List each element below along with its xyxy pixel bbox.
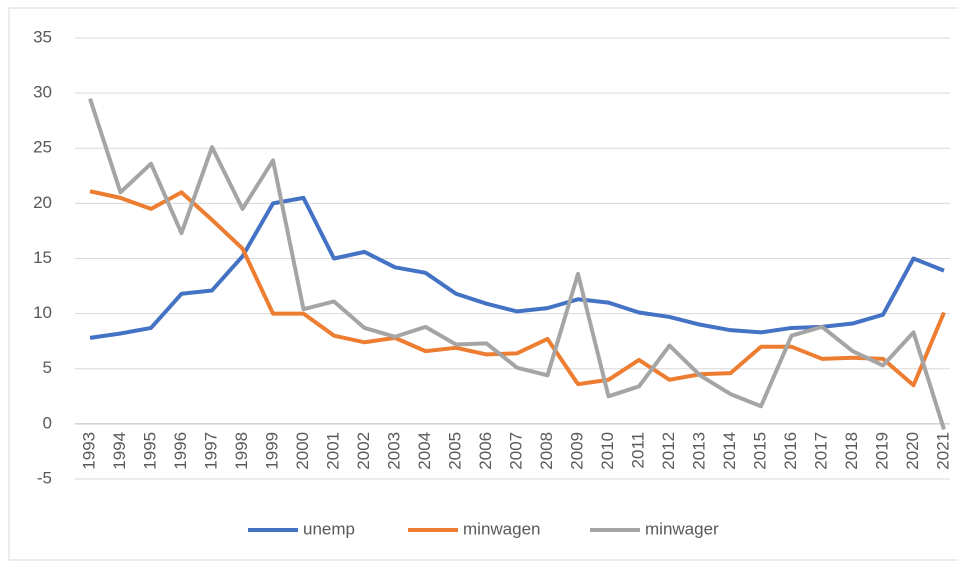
x-tick-label: 1995 xyxy=(140,432,159,470)
x-tick-label: 2002 xyxy=(354,432,373,470)
x-tick-label: 2013 xyxy=(689,432,708,470)
x-tick-label: 1993 xyxy=(79,432,98,470)
y-tick-label: 35 xyxy=(33,27,52,46)
x-tick-label: 2010 xyxy=(598,432,617,470)
legend-label: unemp xyxy=(303,519,355,538)
x-tick-label: 2019 xyxy=(872,432,891,470)
x-tick-label: 2009 xyxy=(567,432,586,470)
x-tick-label: 1997 xyxy=(201,432,220,470)
x-tick-label: 2020 xyxy=(903,432,922,470)
y-tick-label: 20 xyxy=(33,193,52,212)
y-tick-label: 30 xyxy=(33,83,52,102)
x-tick-label: 2007 xyxy=(506,432,525,470)
x-tick-label: 2018 xyxy=(842,432,861,470)
x-tick-label: 2012 xyxy=(659,432,678,470)
x-tick-label: 2003 xyxy=(384,432,403,470)
x-tick-label: 2001 xyxy=(323,432,342,470)
x-tick-label: 2021 xyxy=(933,432,952,470)
chart-frame xyxy=(8,7,958,561)
x-tick-label: 2016 xyxy=(781,432,800,470)
x-tick-label: 2015 xyxy=(750,432,769,470)
x-tick-label: 2017 xyxy=(811,432,830,470)
y-tick-label: 25 xyxy=(33,138,52,157)
y-tick-label: 10 xyxy=(33,303,52,322)
x-tick-label: 2011 xyxy=(628,432,647,469)
x-tick-label: 2014 xyxy=(720,432,739,470)
y-tick-label: 5 xyxy=(43,358,52,377)
legend-label: minwager xyxy=(645,519,719,538)
x-tick-label: 2004 xyxy=(415,432,434,470)
x-tick-label: 1999 xyxy=(262,432,281,470)
y-tick-label: 0 xyxy=(43,413,52,432)
legend-label: minwagen xyxy=(463,519,541,538)
series-line xyxy=(88,98,946,430)
y-tick-label: 15 xyxy=(33,248,52,267)
x-tick-label: 2006 xyxy=(476,432,495,470)
x-tick-label: 1994 xyxy=(110,432,129,470)
x-tick-label: 1996 xyxy=(171,432,190,470)
x-tick-label: 1998 xyxy=(232,432,251,470)
x-tick-label: 2005 xyxy=(445,432,464,470)
series-line xyxy=(89,189,946,388)
y-tick-label: -5 xyxy=(37,468,52,487)
x-tick-label: 2000 xyxy=(293,432,312,470)
x-tick-label: 2008 xyxy=(537,432,556,470)
series-line xyxy=(89,195,945,340)
